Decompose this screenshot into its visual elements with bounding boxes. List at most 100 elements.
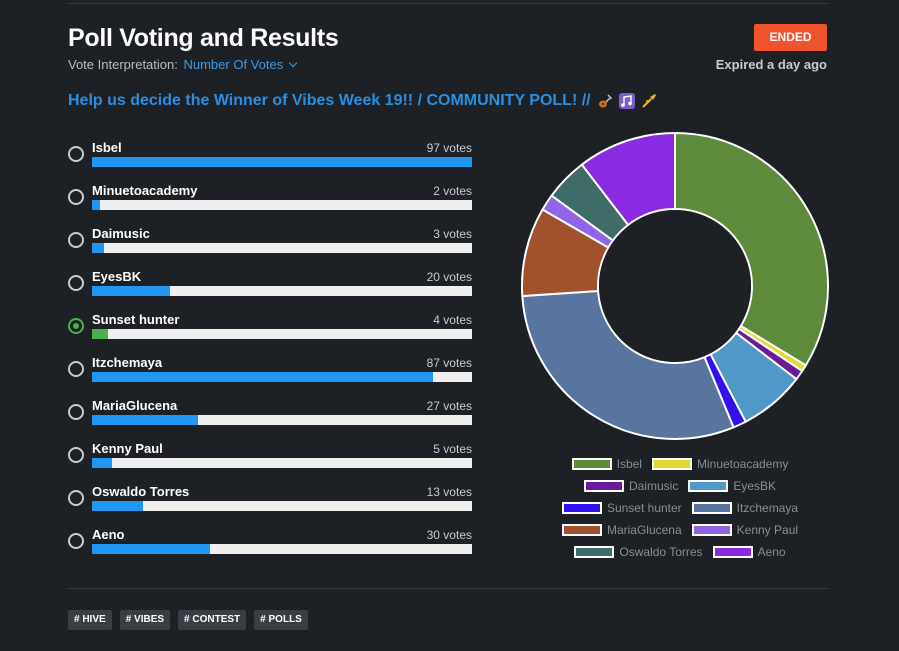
expired-text: Expired a day ago xyxy=(715,57,827,72)
vote-bar-fill xyxy=(92,200,100,210)
poll-option[interactable]: Aeno 30 votes xyxy=(68,525,472,568)
chart-legend: Isbel Minuetoacademy Daimusic EyesBK Sunset … xyxy=(540,453,820,563)
legend-item[interactable]: Isbel xyxy=(571,457,642,471)
legend-item[interactable]: Kenny Paul xyxy=(691,523,798,537)
legend-label: Itzchemaya xyxy=(736,501,799,515)
option-radio[interactable] xyxy=(68,447,84,463)
poll-option[interactable]: Minuetoacademy 2 votes xyxy=(68,181,472,224)
poll-option[interactable]: MariaGlucena 27 votes xyxy=(68,396,472,439)
music-notes-icon xyxy=(618,93,635,109)
legend-swatch xyxy=(561,524,602,536)
legend-label: MariaGlucena xyxy=(606,523,682,537)
donut-slice-itzchemaya xyxy=(521,289,735,441)
option-radio[interactable] xyxy=(68,189,84,205)
legend-row: MariaGlucena Kenny Paul xyxy=(540,519,820,541)
option-votes: 27 votes xyxy=(426,399,472,413)
legend-item[interactable]: EyesBK xyxy=(688,479,776,493)
vote-bar-track xyxy=(92,415,472,425)
poll-option[interactable]: Daimusic 3 votes xyxy=(68,224,472,267)
vote-bar-fill xyxy=(92,157,472,167)
legend-swatch xyxy=(583,480,624,492)
donut-hole xyxy=(599,210,751,362)
option-name: MariaGlucena xyxy=(92,398,178,413)
option-name: Sunset hunter xyxy=(92,312,180,327)
poll-option[interactable]: Isbel 97 votes xyxy=(68,138,472,181)
trumpet-icon xyxy=(641,94,656,108)
vote-bar-fill xyxy=(92,243,104,253)
vote-bar-fill xyxy=(92,372,433,382)
option-name: Itzchemaya xyxy=(92,355,163,370)
legend-item[interactable]: Itzchemaya xyxy=(691,501,799,515)
tag-vibes[interactable]: # VIBES xyxy=(119,610,171,630)
vote-bar-track xyxy=(92,372,472,382)
legend-swatch xyxy=(571,458,612,470)
option-radio[interactable] xyxy=(68,318,84,334)
option-radio[interactable] xyxy=(68,490,84,506)
option-radio[interactable] xyxy=(68,232,84,248)
status-badge: ENDED xyxy=(754,24,827,51)
legend-label: EyesBK xyxy=(733,479,777,493)
option-name: Isbel xyxy=(92,140,122,155)
legend-row: Isbel Minuetoacademy xyxy=(540,453,820,475)
option-votes: 20 votes xyxy=(426,270,472,284)
option-radio[interactable] xyxy=(68,275,84,291)
option-radio[interactable] xyxy=(68,361,84,377)
option-votes: 13 votes xyxy=(426,485,472,499)
tag-contest[interactable]: # CONTEST xyxy=(178,610,247,630)
option-name: Aeno xyxy=(92,527,125,542)
option-votes: 87 votes xyxy=(426,356,472,370)
option-radio[interactable] xyxy=(68,146,84,162)
poll-option[interactable]: Sunset hunter 4 votes xyxy=(68,310,472,353)
poll-option[interactable]: Itzchemaya 87 votes xyxy=(68,353,472,396)
top-divider xyxy=(68,3,828,4)
option-radio[interactable] xyxy=(68,404,84,420)
tag-hive[interactable]: # HIVE xyxy=(68,610,112,630)
legend-item[interactable]: MariaGlucena xyxy=(561,523,682,537)
vote-bar-fill xyxy=(92,544,210,554)
bottom-divider xyxy=(68,588,828,589)
legend-swatch xyxy=(688,480,729,492)
page-title: Poll Voting and Results xyxy=(68,24,339,52)
legend-item[interactable]: Daimusic xyxy=(583,479,679,493)
legend-label: Daimusic xyxy=(628,479,679,493)
chevron-down-icon xyxy=(288,58,298,68)
legend-swatch xyxy=(712,546,753,558)
option-votes: 30 votes xyxy=(426,528,472,542)
legend-swatch xyxy=(574,546,615,558)
poll-option[interactable]: Kenny Paul 5 votes xyxy=(68,439,472,482)
option-name: Kenny Paul xyxy=(92,441,163,456)
legend-item[interactable]: Sunset hunter xyxy=(561,501,682,515)
vote-interpretation: Vote Interpretation: Number Of Votes xyxy=(68,57,298,72)
vote-bar-track xyxy=(92,544,472,554)
poll-question[interactable]: Help us decide the Winner of Vibes Week … xyxy=(68,92,657,110)
vote-interpretation-label: Vote Interpretation: xyxy=(68,57,178,72)
legend-row: Oswaldo Torres Aeno xyxy=(540,541,820,563)
legend-item[interactable]: Aeno xyxy=(712,545,786,559)
donut-slice-aeno xyxy=(580,131,676,227)
vote-bar-track xyxy=(92,286,472,296)
legend-label: Oswaldo Torres xyxy=(619,545,703,559)
legend-row: Sunset hunter Itzchemaya xyxy=(540,497,820,519)
vote-bar-track xyxy=(92,501,472,511)
option-votes: 97 votes xyxy=(426,141,472,155)
vote-bar-fill xyxy=(92,415,198,425)
donut-slice-isbel xyxy=(674,131,829,367)
vote-bar-track xyxy=(92,458,472,468)
legend-label: Isbel xyxy=(616,457,642,471)
option-name: Minuetoacademy xyxy=(92,183,198,198)
option-radio[interactable] xyxy=(68,533,84,549)
vote-bar-fill xyxy=(92,458,112,468)
vote-bar-track xyxy=(92,200,472,210)
tag-list: # HIVE # VIBES # CONTEST # POLLS xyxy=(68,610,308,630)
legend-item[interactable]: Minuetoacademy xyxy=(651,457,788,471)
tag-polls[interactable]: # POLLS xyxy=(254,610,308,630)
legend-swatch xyxy=(691,502,732,514)
legend-item[interactable]: Oswaldo Torres xyxy=(574,545,703,559)
poll-option[interactable]: Oswaldo Torres 13 votes xyxy=(68,482,472,525)
vote-bar-track xyxy=(92,157,472,167)
vote-interpretation-value: Number Of Votes xyxy=(183,57,284,72)
poll-option[interactable]: EyesBK 20 votes xyxy=(68,267,472,310)
vote-bar-track xyxy=(92,243,472,253)
poll-question-text: Help us decide the Winner of Vibes Week … xyxy=(68,92,591,109)
vote-interpretation-dropdown[interactable]: Number Of Votes xyxy=(183,57,298,72)
